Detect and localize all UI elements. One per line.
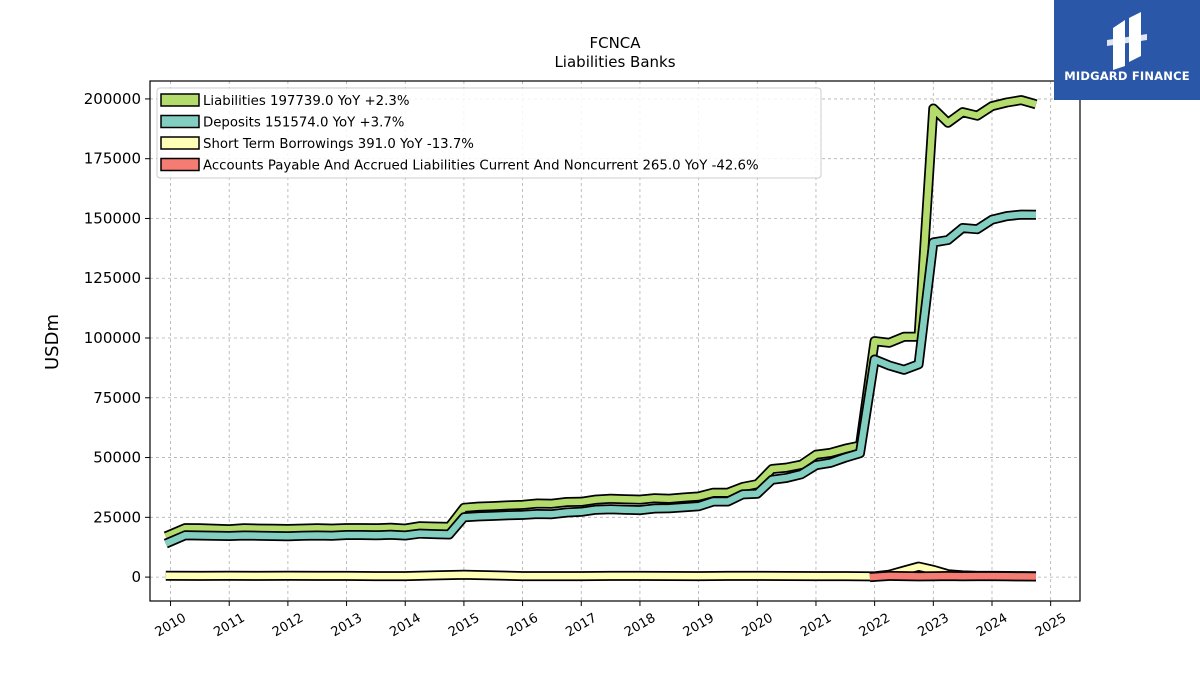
brand-logo: MIDGARD FINANCE bbox=[1054, 0, 1200, 100]
chart-subtitle: Liabilities Banks bbox=[554, 53, 675, 71]
x-tick-label: 2014 bbox=[387, 611, 423, 641]
legend-label: Accounts Payable And Accrued Liabilities… bbox=[203, 159, 759, 174]
series-line-outline bbox=[163, 209, 1037, 549]
x-tick-label: 2013 bbox=[329, 611, 365, 641]
series-0 bbox=[163, 95, 1038, 541]
x-tick-label: 2012 bbox=[270, 611, 306, 641]
plot-frame bbox=[149, 80, 1081, 602]
x-tick-label: 2023 bbox=[915, 611, 951, 641]
brand-name: MIDGARD FINANCE bbox=[1064, 69, 1190, 83]
y-tick-label: 150000 bbox=[84, 209, 141, 227]
legend-swatch bbox=[160, 114, 200, 129]
x-tick-label: 2020 bbox=[739, 611, 775, 641]
series-line bbox=[164, 96, 1037, 540]
series-line bbox=[164, 211, 1037, 547]
legend-swatch bbox=[160, 93, 200, 107]
x-tick-label: 2010 bbox=[153, 611, 189, 641]
y-tick-label: 0 bbox=[131, 568, 141, 586]
x-tick-label: 2024 bbox=[974, 611, 1010, 641]
y-tick-label: 125000 bbox=[84, 269, 141, 287]
legend-label: Deposits 151574.0 YoY +3.7% bbox=[203, 116, 404, 131]
legend-swatch bbox=[160, 157, 200, 172]
y-tick-label: 175000 bbox=[84, 150, 141, 168]
x-tick-label: 2018 bbox=[622, 611, 658, 641]
y-axis-label: USDm bbox=[42, 314, 63, 370]
x-tick-label: 2021 bbox=[798, 611, 834, 641]
series-line bbox=[869, 572, 1037, 581]
midgard-logo-icon bbox=[1107, 12, 1147, 70]
legend-label: Short Term Borrowings 391.0 YoY -13.7% bbox=[203, 137, 474, 152]
series-1 bbox=[163, 209, 1037, 549]
legend-box bbox=[156, 87, 822, 179]
x-tick-label: 2011 bbox=[211, 611, 247, 641]
y-tick-label: 100000 bbox=[84, 329, 141, 347]
series-3 bbox=[869, 570, 1037, 583]
legend-swatch bbox=[160, 136, 200, 150]
x-tick-label: 2016 bbox=[505, 611, 541, 641]
y-tick-label: 50000 bbox=[93, 449, 141, 467]
x-tick-label: 2019 bbox=[681, 611, 717, 641]
plot-series bbox=[163, 95, 1038, 583]
x-tick-label: 2015 bbox=[446, 611, 482, 641]
legend: Liabilities 197739.0 YoY +2.3% Deposits 1… bbox=[156, 87, 822, 179]
legend-label: Liabilities 197739.0 YoY +2.3% bbox=[203, 94, 409, 109]
x-tick-label: 2025 bbox=[1033, 611, 1069, 641]
y-tick-label: 25000 bbox=[93, 508, 141, 526]
x-tick-label: 2022 bbox=[857, 611, 893, 641]
y-tick-label: 75000 bbox=[93, 389, 141, 407]
x-tick-label: 2017 bbox=[563, 611, 599, 641]
chart-title: FCNCA bbox=[589, 34, 641, 52]
y-tick-label: 200000 bbox=[84, 90, 141, 108]
